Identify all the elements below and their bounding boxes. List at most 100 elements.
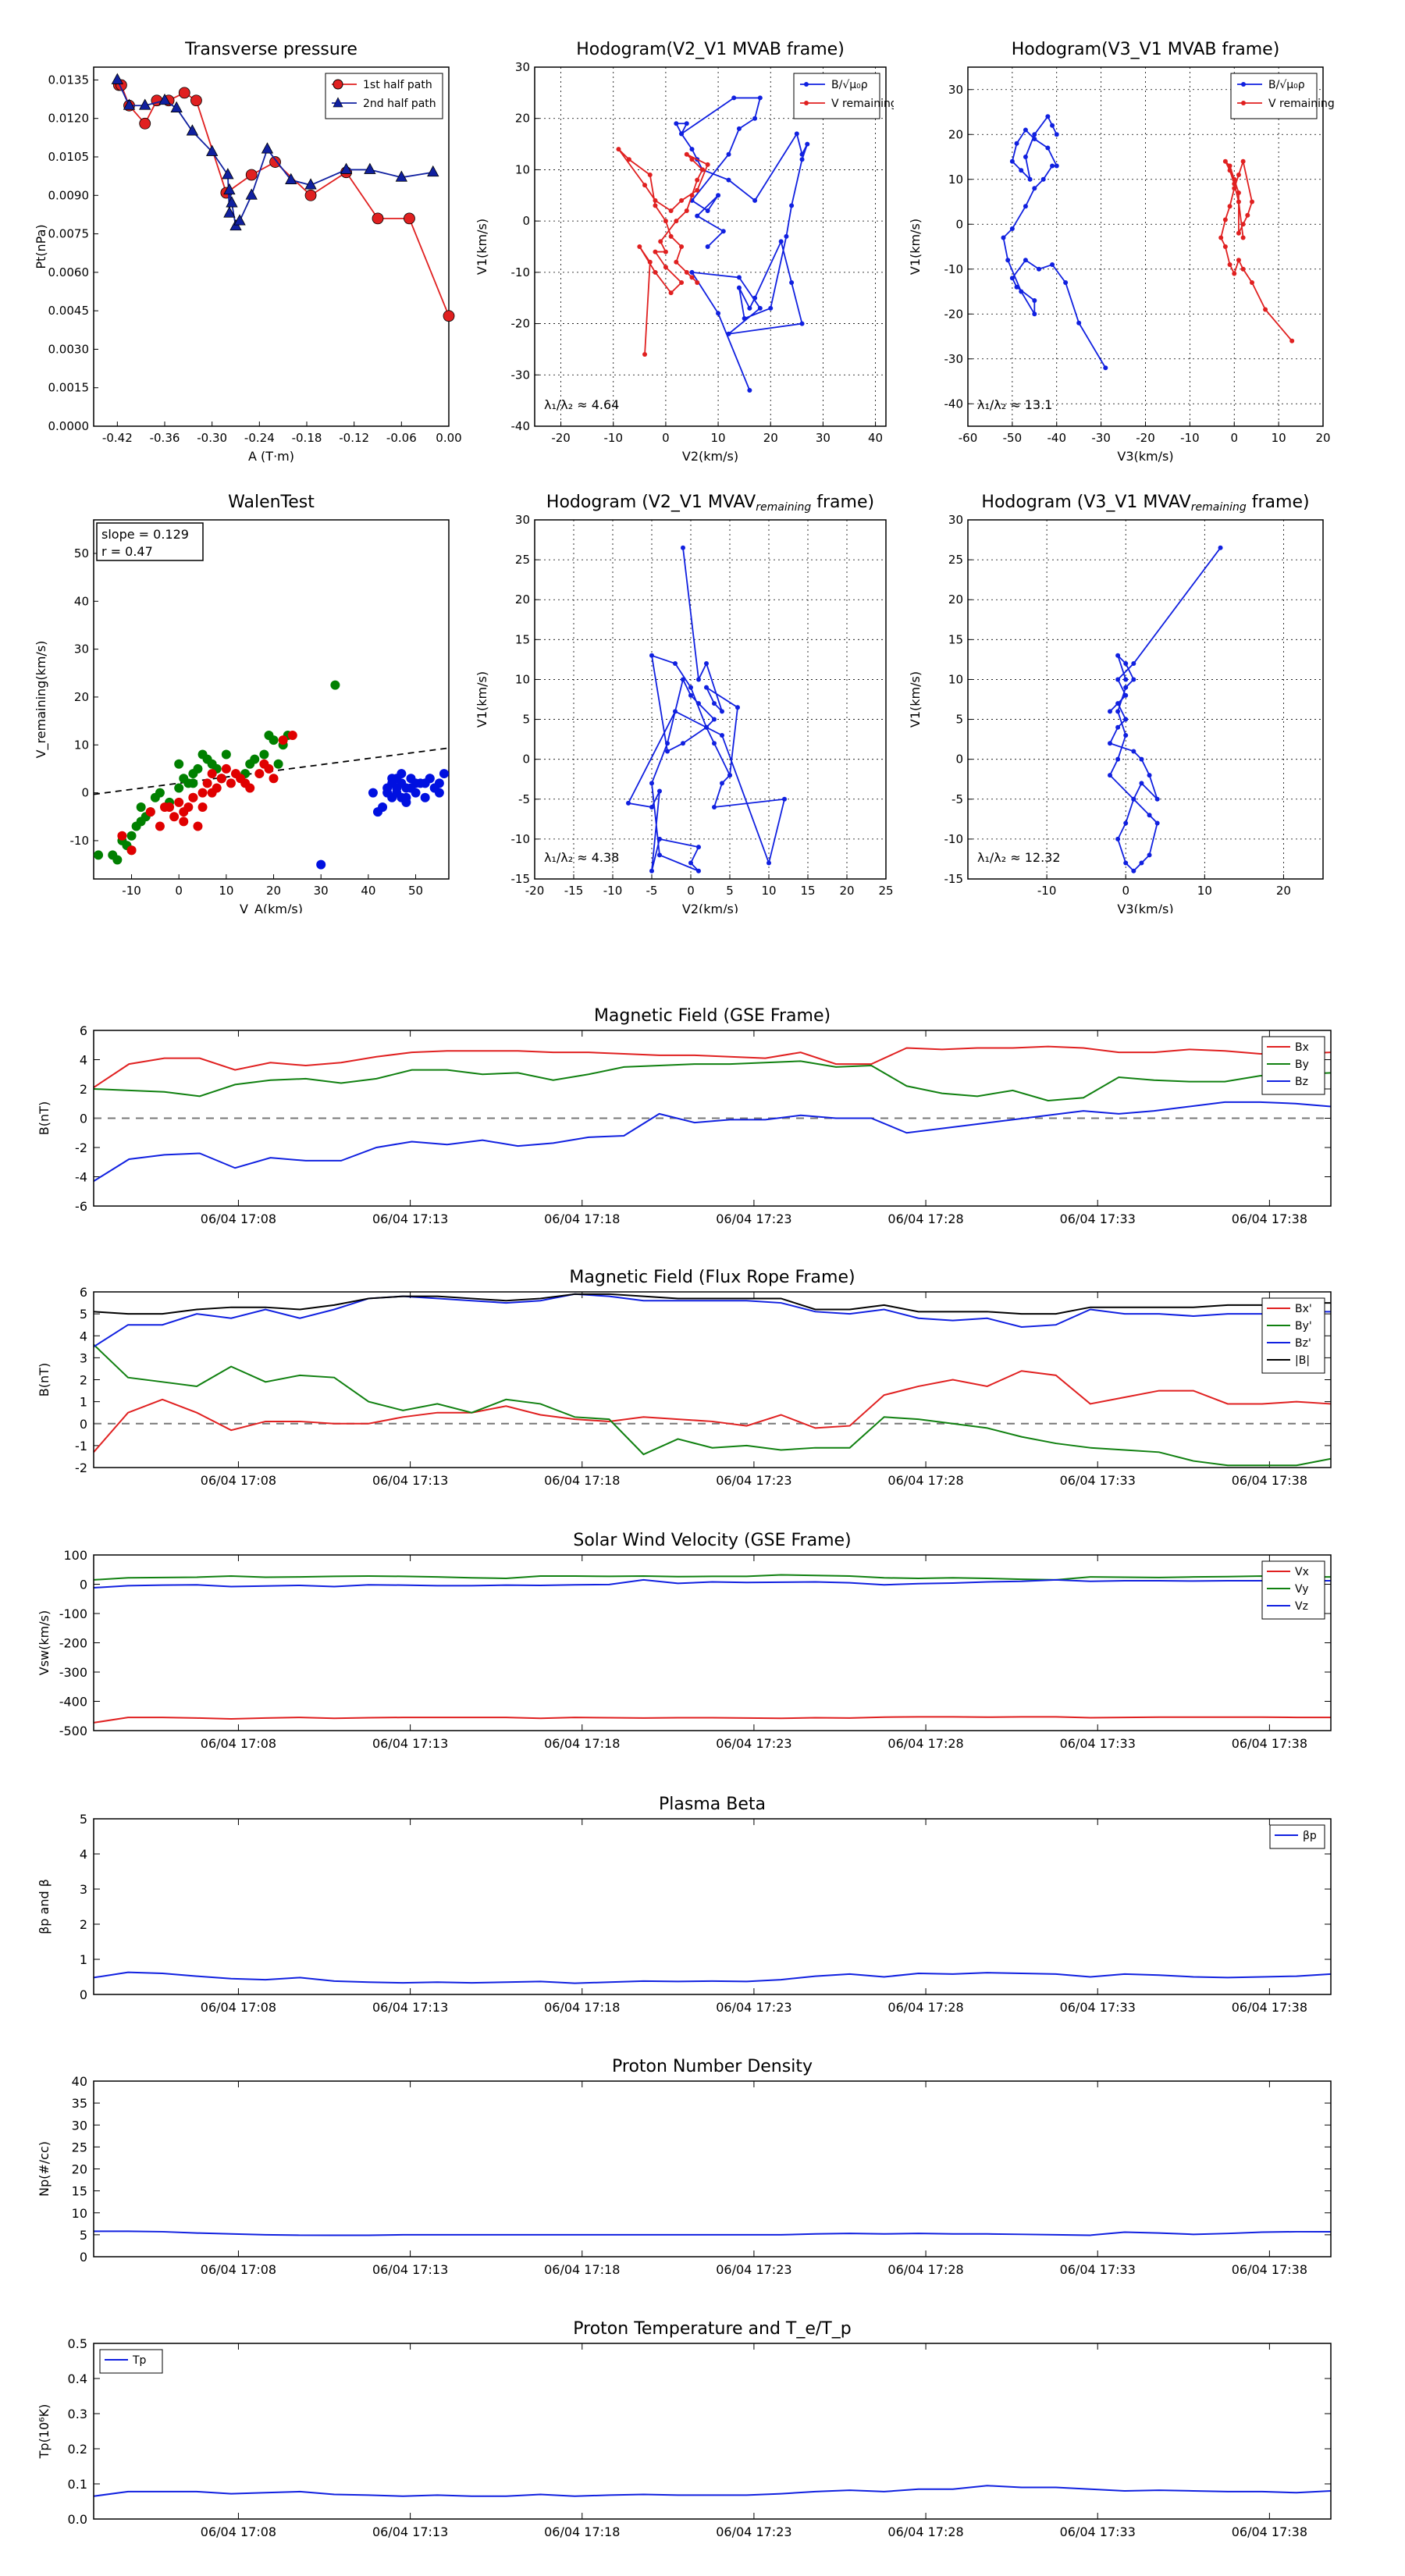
data-point	[695, 280, 700, 285]
y-tick-label: 40	[74, 594, 89, 608]
data-point	[174, 797, 184, 807]
data-point	[1154, 796, 1160, 802]
data-point	[183, 802, 194, 812]
data-point	[269, 156, 281, 168]
data-point	[626, 157, 631, 162]
data-point	[439, 769, 449, 779]
plot-frame	[93, 1291, 1332, 1468]
data-point	[1123, 733, 1129, 738]
series-line	[93, 1060, 1332, 1102]
y-tick-label: 10	[515, 162, 530, 176]
data-point	[1045, 114, 1051, 119]
chart-svg: Plasma Beta 06/04 17:08 06/04 17:13 06/04 1…	[37, 1795, 1332, 2015]
data-point	[712, 701, 717, 706]
data-point	[397, 769, 407, 779]
x-tick-label: 50	[408, 884, 423, 898]
data-point	[1245, 212, 1250, 218]
data-point	[269, 774, 279, 784]
plot-frame	[534, 519, 887, 880]
y-tick-label: 0.2	[68, 2442, 87, 2457]
legend-label: Bx	[1295, 1041, 1309, 1054]
x-tick-label: -30	[1091, 431, 1111, 445]
x-tick-label: 25	[878, 884, 893, 898]
series-line	[93, 1293, 1331, 1348]
legend-label: Bz'	[1295, 1337, 1311, 1350]
data-point	[642, 183, 648, 188]
proton-temperature-chart: Proton Temperature and T_e/T_p 06/04 17:0…	[0, 2312, 1405, 2546]
y-axis-label: V1(km/s)	[908, 671, 923, 728]
data-point	[784, 233, 789, 239]
data-point	[1123, 677, 1129, 682]
series-line	[93, 1574, 1331, 1581]
data-point	[684, 151, 689, 157]
y-tick-label: 1	[80, 1952, 87, 1967]
data-point	[649, 653, 654, 658]
data-point	[665, 749, 670, 754]
data-point	[397, 792, 407, 802]
legend-marker	[804, 101, 809, 105]
chart-svg: Proton Temperature and T_e/T_p 06/04 17:0…	[37, 2319, 1332, 2539]
chart-svg: Hodogram(V3_V1 MVAB frame) -60 -50 -40 -30 -2…	[908, 40, 1335, 464]
data-point	[1019, 289, 1024, 294]
x-tick-label: 06/04 17:18	[544, 2262, 620, 2277]
data-point	[1131, 796, 1136, 802]
data-point	[233, 214, 246, 226]
series-line	[93, 1578, 1331, 1589]
data-point	[1240, 266, 1246, 272]
data-point	[657, 788, 662, 794]
y-tick-label: 0	[80, 1987, 87, 2002]
y-tick-label: 0	[80, 1578, 87, 1592]
data-point	[789, 203, 795, 208]
y-axis-label: V1(km/s)	[475, 219, 489, 275]
x-tick-label: 30	[314, 884, 329, 898]
data-point	[649, 805, 654, 809]
data-point	[207, 788, 217, 798]
data-point	[1131, 749, 1136, 754]
y-tick-label: 20	[515, 112, 530, 126]
data-point	[688, 860, 693, 866]
legend-label: |B|	[1295, 1354, 1310, 1367]
data-point	[368, 788, 378, 798]
y-tick-label: 4	[80, 1053, 87, 1068]
chart-title: Plasma Beta	[659, 1795, 766, 1814]
data-point	[1131, 661, 1136, 666]
data-point	[226, 196, 238, 208]
legend-marker	[804, 82, 809, 87]
x-tick-label: 06/04 17:28	[887, 1212, 963, 1226]
series-line	[93, 1293, 1331, 1315]
data-point	[1147, 813, 1152, 818]
legend-box	[1261, 1297, 1325, 1374]
legend-box	[99, 2349, 163, 2374]
y-tick-label: 100	[63, 1548, 87, 1563]
y-axis-label: B(nT)	[37, 1363, 52, 1397]
legend-marker	[1241, 101, 1246, 105]
x-tick-label: -20	[551, 431, 571, 445]
data-point	[688, 692, 693, 698]
data-point	[1040, 176, 1046, 182]
series-line	[617, 148, 709, 355]
legend-marker	[1241, 82, 1246, 87]
plot-frame	[967, 66, 1324, 427]
data-point	[221, 749, 231, 760]
x-tick-label: 06/04 17:23	[716, 1212, 791, 1226]
data-point	[1236, 190, 1241, 195]
x-tick-label: 0	[1230, 431, 1238, 445]
x-tick-label: 06/04 17:38	[1232, 1212, 1307, 1226]
data-point	[1115, 836, 1121, 841]
data-point	[1227, 204, 1232, 209]
data-point	[382, 788, 393, 798]
ratio-annotation: λ₁/λ₂ ≈ 4.38	[544, 850, 619, 865]
data-point	[805, 141, 810, 147]
data-point	[1001, 235, 1006, 240]
y-tick-label: -40	[511, 419, 531, 433]
title-subscript: remaining	[756, 501, 811, 514]
y-tick-label: 10	[72, 2206, 87, 2221]
y-tick-label: 15	[72, 2184, 87, 2199]
data-point	[1147, 852, 1152, 858]
data-point	[1050, 262, 1055, 267]
data-point	[782, 796, 787, 802]
y-tick-label: 20	[74, 690, 89, 704]
y-tick-label: 0.0075	[48, 227, 90, 241]
data-point	[684, 208, 689, 213]
data-point	[378, 802, 388, 812]
